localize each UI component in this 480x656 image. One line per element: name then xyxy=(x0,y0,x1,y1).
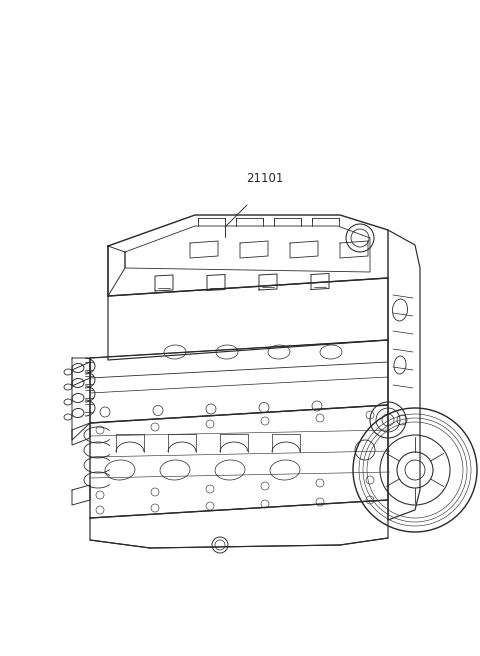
Text: 21101: 21101 xyxy=(246,171,284,184)
